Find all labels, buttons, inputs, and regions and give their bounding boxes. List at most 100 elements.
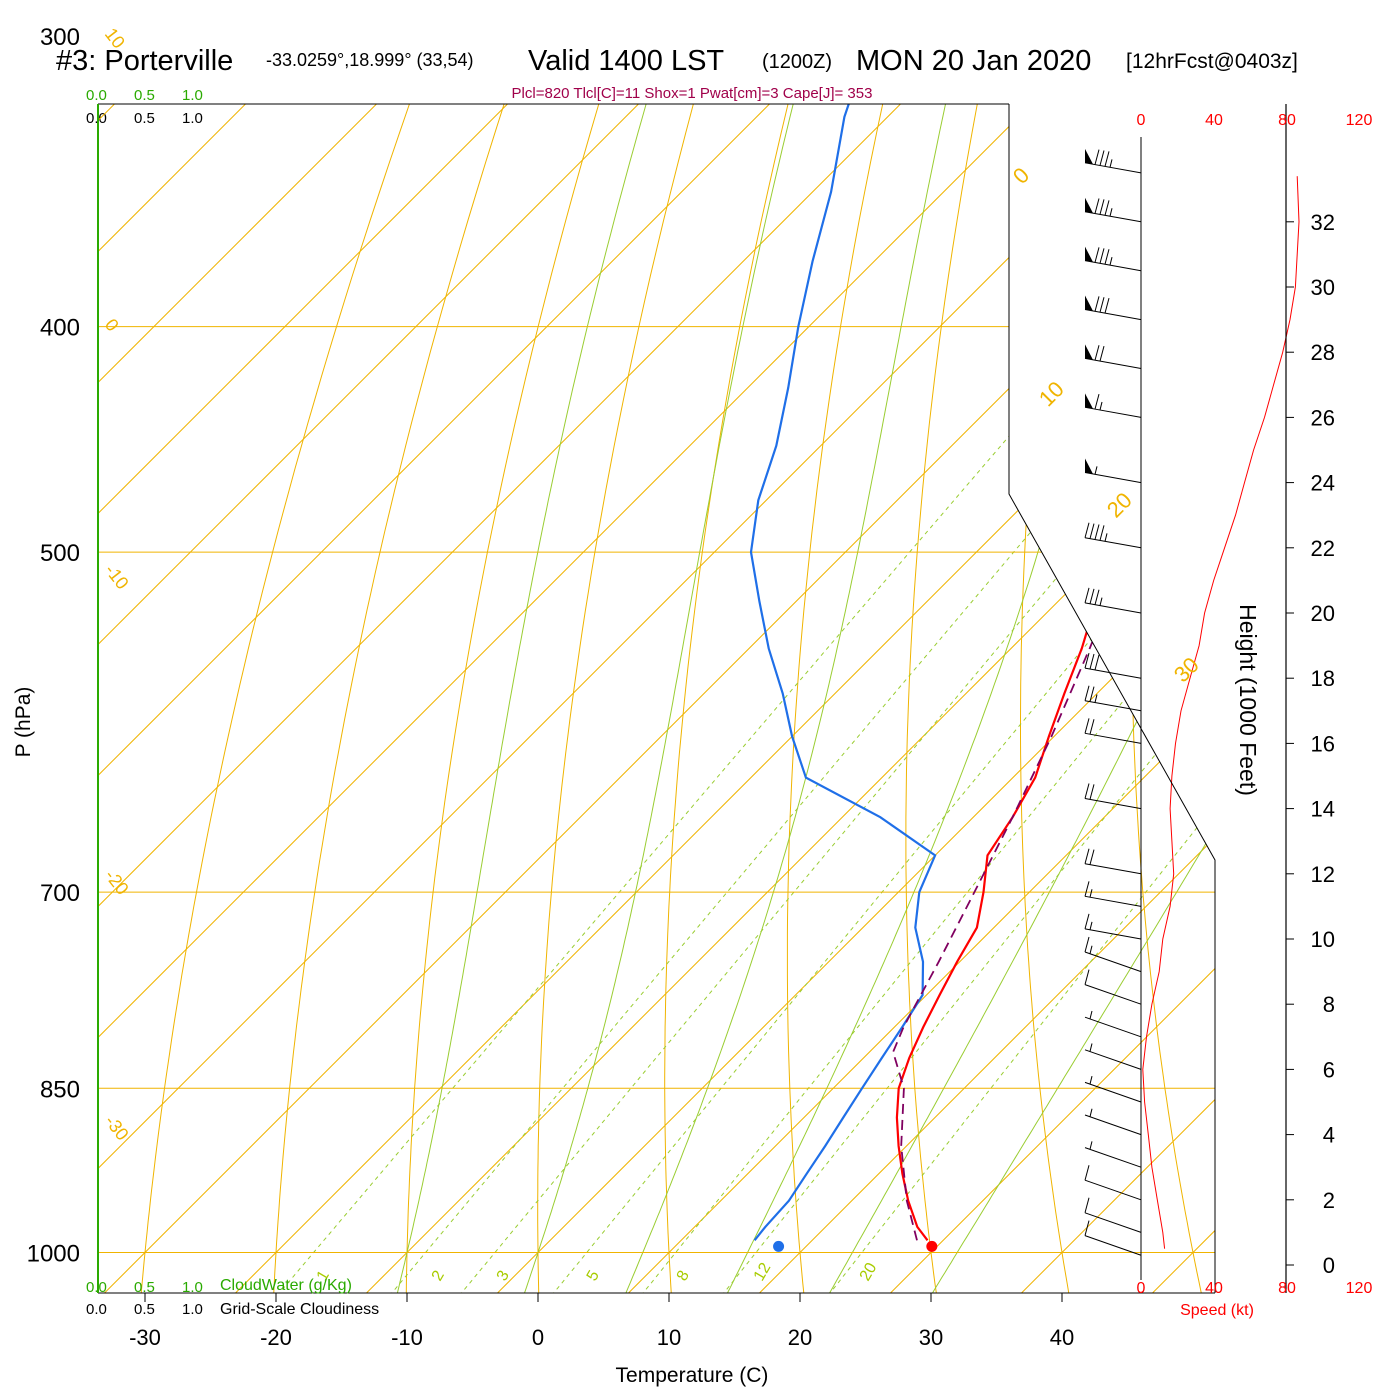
barb-flag — [1104, 249, 1110, 265]
barb-flag — [1104, 200, 1110, 216]
isotherm — [226, 104, 1215, 1293]
barb-flag — [1084, 936, 1090, 953]
barb-flag — [1104, 297, 1110, 314]
barb-pennant — [1085, 458, 1093, 474]
speed-bot-120: 120 — [1346, 1280, 1373, 1297]
pressure-tick-label: 1000 — [27, 1241, 80, 1268]
isotherm — [98, 104, 368, 1293]
barb-staff — [1084, 406, 1142, 418]
height-tick-label: 6 — [1323, 1057, 1335, 1082]
height-tick-label: 4 — [1323, 1123, 1335, 1148]
isotherm — [488, 104, 1215, 1293]
dry-adiabat — [140, 104, 504, 1293]
barb-flag — [1099, 297, 1105, 313]
barb-flag — [1084, 783, 1090, 799]
pressure-tick-label: 400 — [40, 315, 80, 342]
wind-barb — [1084, 246, 1142, 272]
height-tick-label: 8 — [1323, 992, 1335, 1017]
barb-staff — [1084, 211, 1142, 223]
wind-barbs — [1084, 148, 1142, 1256]
wind-barb — [1084, 969, 1142, 1005]
speed-top-40: 40 — [1205, 112, 1223, 129]
cloudwater-label: CloudWater (g/Kg) — [220, 1277, 352, 1294]
isotherm-label-right: 30 — [1169, 652, 1204, 687]
wind-barb — [1084, 881, 1142, 907]
x-tick-label: 30 — [919, 1325, 943, 1350]
wind-barb — [1084, 458, 1142, 484]
isotherm — [1012, 104, 1215, 1293]
barb-flag — [1099, 150, 1105, 166]
isotherm — [98, 104, 761, 1293]
mixing-ratio-label: 20 — [857, 1260, 881, 1284]
barb-staff — [1084, 798, 1142, 810]
barb-half-flag — [1109, 159, 1113, 168]
barb-half-flag — [1109, 256, 1113, 266]
speed-top-80: 80 — [1278, 112, 1296, 129]
barb-flag — [1084, 913, 1090, 930]
barb-half-flag — [1089, 1043, 1093, 1052]
barb-staff — [1084, 667, 1142, 679]
moist-adiabat — [394, 104, 726, 1293]
forecast-info: [12hrFcst@0403z] — [1126, 50, 1298, 73]
barb-flag — [1094, 149, 1100, 165]
dry-adiabat — [905, 104, 1033, 1293]
moist-adiabat — [521, 104, 863, 1293]
barb-staff — [1084, 162, 1142, 174]
wind-barb — [1084, 393, 1142, 418]
barb-half-flag — [1099, 401, 1103, 411]
barb-flag — [1084, 848, 1090, 864]
height-tick-label: 12 — [1311, 862, 1335, 887]
isotherm — [98, 104, 1154, 1293]
dry-adiabat — [1131, 104, 1209, 1293]
barb-flag — [1094, 345, 1100, 361]
cloudiness-label: Grid-Scale Cloudiness — [220, 1301, 379, 1318]
barb-flag — [1089, 523, 1095, 539]
barb-flag — [1084, 685, 1090, 701]
gc-top-1: 1.0 — [182, 110, 203, 127]
wind-barb — [1084, 718, 1142, 744]
barb-flag — [1094, 589, 1100, 605]
barb-staff — [1084, 1147, 1142, 1168]
height-tick-label: 18 — [1311, 666, 1335, 691]
gc-bot-0: 0.0 — [86, 1301, 107, 1318]
speed-bot-40: 40 — [1205, 1280, 1223, 1297]
height-axis-title: Height (1000 Feet) — [1235, 604, 1261, 796]
barb-pennant — [1085, 197, 1093, 214]
barb-staff — [1084, 984, 1142, 1005]
surface-dewpoint-dot — [773, 1240, 785, 1252]
barb-staff — [1084, 951, 1142, 973]
pressure-tick-label: 300 — [40, 24, 80, 51]
height-tick-label: 14 — [1311, 797, 1335, 822]
pressure-tick-label: 700 — [40, 880, 80, 907]
isotherm — [98, 104, 1215, 1293]
dry-adiabat — [786, 104, 945, 1293]
x-tick-label: -20 — [260, 1325, 292, 1350]
barb-flag — [1089, 588, 1095, 604]
dry-adiabat — [664, 104, 857, 1293]
isotherm — [98, 104, 1023, 1293]
plot-frame — [97, 103, 1294, 1302]
height-tick-label: 10 — [1311, 927, 1335, 952]
wind-barb — [1084, 685, 1142, 712]
cw-top-05: 0.5 — [134, 87, 155, 104]
barb-staff — [1084, 1049, 1142, 1070]
mixing-ratio-label: 12 — [751, 1260, 775, 1284]
wind-barb — [1084, 344, 1142, 369]
mixing-ratio-label: 8 — [674, 1268, 693, 1284]
mixing-ratio-label: 3 — [494, 1268, 513, 1284]
wind-barb — [1084, 1197, 1142, 1233]
isotherm — [750, 104, 1215, 1293]
speed-scale: 0 40 80 120 0 40 80 120 Speed (kt) — [1137, 112, 1373, 1319]
speed-top-120: 120 — [1346, 112, 1373, 129]
isotherm-label-right: 10 — [1034, 376, 1069, 411]
barb-flag — [1104, 151, 1110, 167]
x-tick-label: 10 — [657, 1325, 681, 1350]
dry-adiabat — [272, 104, 592, 1293]
barb-flag — [1099, 199, 1105, 215]
barb-half-flag — [1089, 1141, 1093, 1150]
height-tick-label: 22 — [1311, 536, 1335, 561]
wind-barb — [1084, 1108, 1142, 1136]
height-tick-label: 20 — [1311, 601, 1335, 626]
wind-barb — [1084, 1220, 1142, 1256]
